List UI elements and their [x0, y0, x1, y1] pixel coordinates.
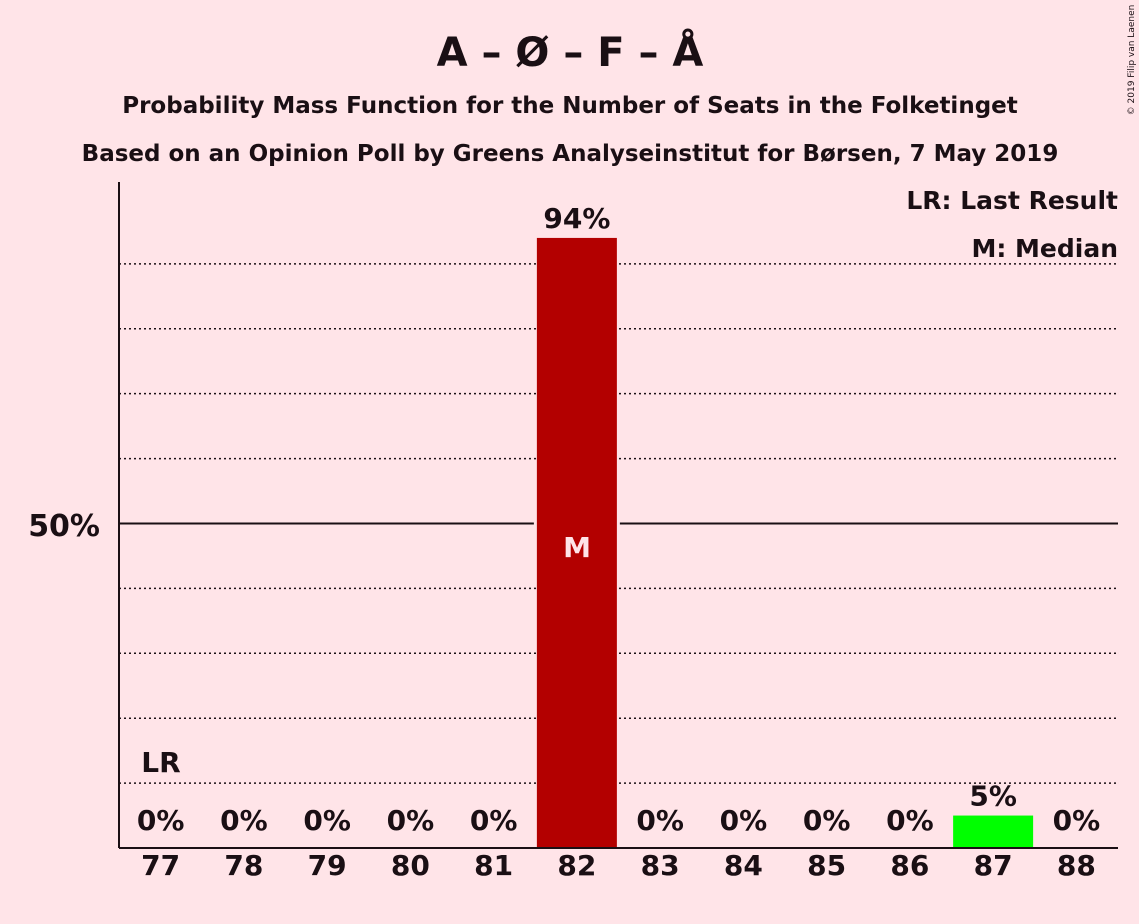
- value-label-82: 94%: [543, 202, 610, 235]
- chart-source-line: Based on an Opinion Poll by Greens Analy…: [82, 141, 1059, 167]
- chart-title: A – Ø – F – Å: [437, 27, 704, 76]
- x-axis-ticks: 77 78 79 80 81 82 83 84 85 86 87 88: [141, 849, 1096, 882]
- value-label-87: 5%: [969, 780, 1017, 813]
- x-tick-84: 84: [724, 849, 763, 882]
- value-labels: 0% 0% 0% 0% 0% 94% 0% 0% 0% 0% 5% 0%: [137, 202, 1100, 837]
- chart-subtitle: Probability Mass Function for the Number…: [122, 93, 1018, 119]
- copyright-note: © 2019 Filip van Laenen: [1127, 5, 1137, 116]
- value-label-81: 0%: [470, 804, 518, 837]
- x-tick-81: 81: [474, 849, 513, 882]
- median-marker: M: [563, 531, 591, 564]
- value-label-84: 0%: [720, 804, 768, 837]
- bar-87: [953, 815, 1034, 848]
- y-tick-50: 50%: [28, 509, 100, 544]
- value-label-83: 0%: [636, 804, 684, 837]
- value-label-85: 0%: [803, 804, 851, 837]
- x-tick-82: 82: [557, 849, 596, 882]
- x-tick-87: 87: [974, 849, 1013, 882]
- x-tick-80: 80: [391, 849, 430, 882]
- x-tick-83: 83: [641, 849, 680, 882]
- bars: [533, 237, 1034, 848]
- x-tick-88: 88: [1057, 849, 1096, 882]
- bar-82: [536, 237, 617, 848]
- value-label-80: 0%: [387, 804, 435, 837]
- value-label-86: 0%: [886, 804, 934, 837]
- x-tick-78: 78: [224, 849, 263, 882]
- x-tick-77: 77: [141, 849, 180, 882]
- value-label-79: 0%: [303, 804, 351, 837]
- legend-last-result: LR: Last Result: [906, 186, 1118, 215]
- value-label-77: 0%: [137, 804, 185, 837]
- x-tick-86: 86: [890, 849, 929, 882]
- legend-median: M: Median: [971, 234, 1118, 263]
- value-label-78: 0%: [220, 804, 268, 837]
- x-tick-85: 85: [807, 849, 846, 882]
- last-result-marker: LR: [141, 746, 180, 779]
- x-tick-79: 79: [308, 849, 347, 882]
- value-label-88: 0%: [1053, 804, 1101, 837]
